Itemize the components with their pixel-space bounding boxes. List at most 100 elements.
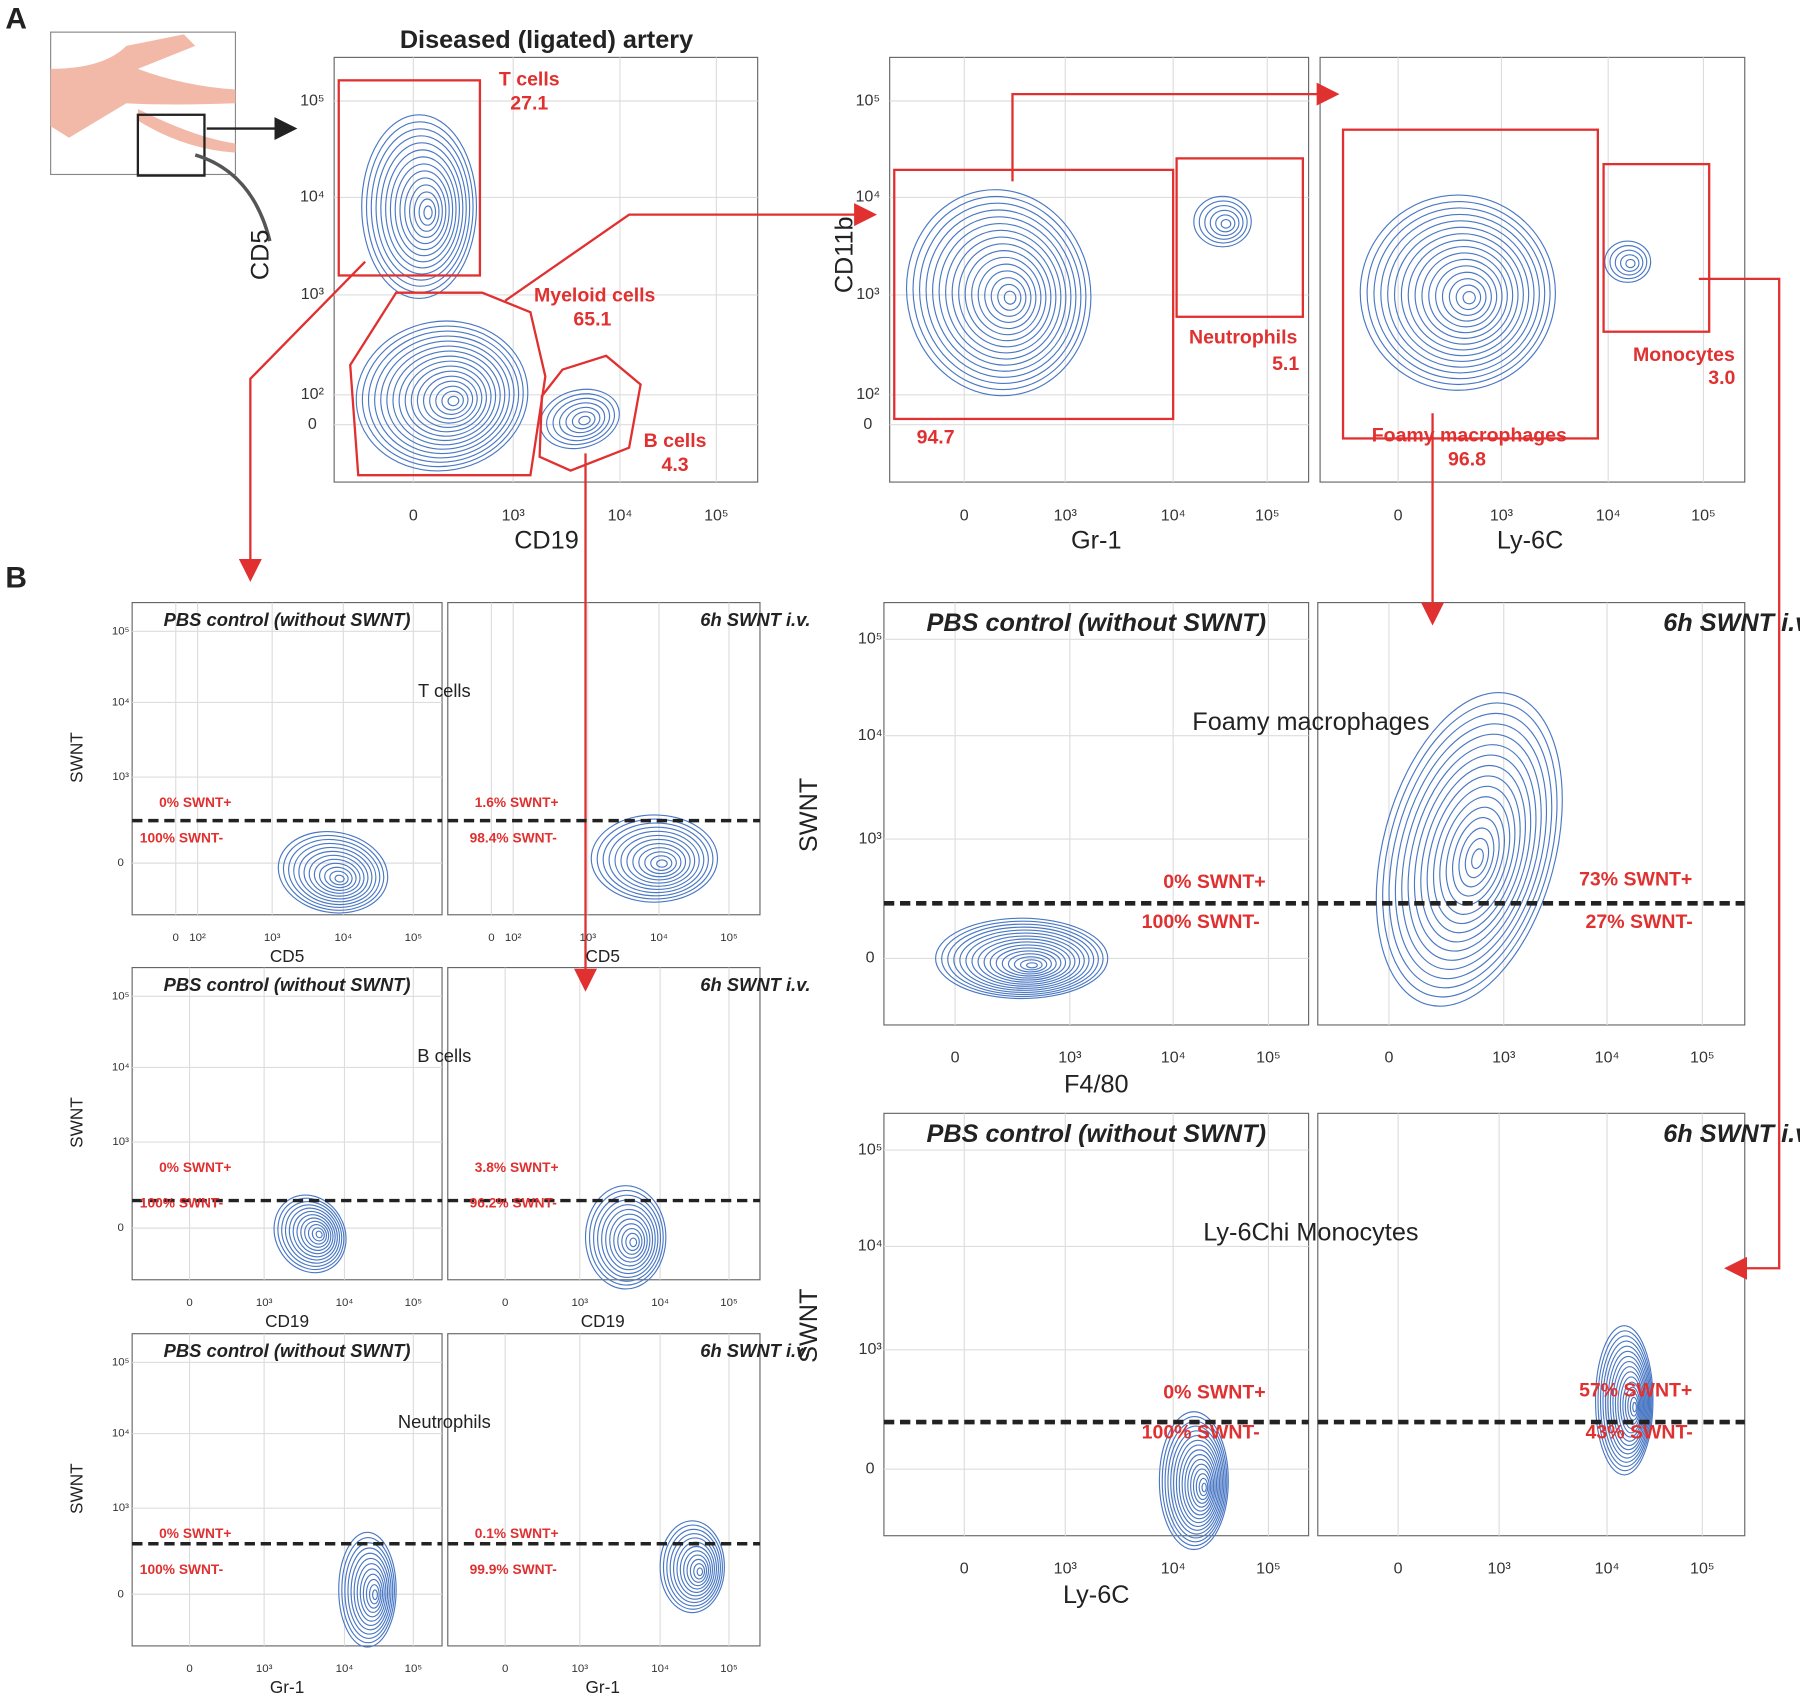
gate-label: 100% SWNT- [140, 831, 224, 846]
contour [1619, 1376, 1643, 1434]
contour [315, 1230, 323, 1239]
population-label: Neutrophils [398, 1411, 491, 1432]
contour [666, 1528, 721, 1607]
x-axis-label: Gr-1 [1071, 526, 1122, 554]
contour [404, 360, 492, 437]
contour [298, 846, 373, 903]
contour [693, 1563, 706, 1580]
contour [601, 1204, 656, 1275]
contour [977, 263, 1037, 330]
y-tick-label: 10⁴ [112, 1061, 130, 1073]
x-tick-label: 10⁵ [704, 507, 729, 525]
y-tick-label: 10³ [112, 1502, 129, 1514]
contour [1215, 214, 1236, 233]
contour [1407, 239, 1519, 351]
gate-label: 1.6% SWNT+ [475, 795, 559, 810]
contour [945, 229, 1062, 360]
contour [1195, 1473, 1210, 1501]
plot-header: 6h SWNT i.v. [1663, 609, 1800, 637]
contour [1198, 1477, 1209, 1497]
x-tick-label: 0 [488, 932, 494, 944]
contour [372, 1589, 378, 1601]
contour [273, 1194, 347, 1274]
contour [359, 1568, 385, 1618]
y-tick-label: 10³ [859, 1340, 883, 1358]
x-tick-label: 10⁵ [1256, 1559, 1281, 1577]
y-axis-label: SWNT [795, 1289, 823, 1363]
x-axis-label: Gr-1 [270, 1677, 304, 1697]
contour [971, 256, 1042, 336]
y-tick-label: 0 [117, 857, 123, 869]
contour [1198, 200, 1248, 244]
contour [347, 1547, 392, 1635]
plot-frame [889, 56, 1310, 483]
gate-label: 3.0 [1708, 367, 1735, 389]
gate-label: 57% SWNT+ [1579, 1379, 1692, 1401]
contour [1161, 1415, 1228, 1547]
contour [296, 1214, 334, 1255]
contour [995, 947, 1062, 979]
x-tick-label: 0 [186, 1297, 192, 1309]
plot-header: 6h SWNT i.v. [700, 1340, 810, 1361]
x-tick-label: 0 [1394, 507, 1403, 525]
inset-artery [50, 31, 298, 242]
contour [912, 195, 1087, 391]
contour [918, 202, 1082, 385]
x-tick-label: 10³ [1054, 1559, 1078, 1577]
gate-label: 65.1 [573, 308, 611, 330]
y-tick-label: 10³ [301, 285, 325, 303]
y-tick-label: 10⁵ [300, 91, 325, 109]
contour [1201, 1482, 1207, 1493]
gate-label: 4.3 [661, 454, 688, 476]
y-tick-label: 0 [117, 1588, 123, 1600]
contour [602, 822, 709, 897]
gate-label: Foamy macrophages [1372, 424, 1567, 446]
contour [1170, 1430, 1223, 1535]
contour [932, 216, 1072, 372]
x-axis-label: F4/80 [1064, 1070, 1129, 1098]
x-tick-label: 10⁴ [1161, 507, 1186, 525]
contour [1622, 1381, 1642, 1430]
contour [1609, 1355, 1647, 1451]
contour [625, 1232, 640, 1252]
gate [538, 354, 642, 472]
contour [307, 1224, 328, 1245]
plot-frame [333, 56, 759, 483]
x-tick-label: 10³ [1492, 1048, 1516, 1066]
x-tick-label: 10⁵ [720, 932, 738, 944]
contour [341, 1536, 395, 1644]
x-tick-label: 10³ [571, 1663, 588, 1675]
contour [584, 1185, 667, 1290]
contour [281, 1201, 343, 1267]
contour [608, 826, 705, 894]
contour [1007, 953, 1053, 975]
x-tick-label: 0 [1394, 1559, 1403, 1577]
y-tick-label: 0 [866, 949, 875, 967]
gate-label: 0.1% SWNT+ [475, 1526, 559, 1541]
gate-label: 73% SWNT+ [1579, 868, 1692, 890]
contour [1158, 1411, 1229, 1551]
contour [1401, 733, 1542, 971]
x-tick-label: 10² [189, 932, 206, 944]
x-tick-label: 0 [186, 1663, 192, 1675]
contour [964, 250, 1047, 342]
contour [590, 814, 719, 903]
y-axis-label: SWNT [795, 778, 823, 852]
y-tick-label: 10⁴ [112, 1428, 130, 1440]
panel-label: A [5, 3, 27, 36]
y-tick-label: 0 [117, 1222, 123, 1234]
contour [1462, 290, 1476, 305]
contour [632, 843, 687, 881]
contour [1445, 806, 1505, 906]
gate-label: 0% SWNT+ [159, 795, 231, 810]
y-tick-label: 10⁵ [856, 91, 881, 109]
plot-header: PBS control (without SWNT) [164, 1340, 411, 1361]
contour [1187, 1458, 1215, 1512]
contour [613, 1218, 648, 1263]
contour [1439, 796, 1511, 915]
contour [1599, 1335, 1652, 1468]
x-tick-label: 0 [173, 932, 179, 944]
contour [650, 855, 673, 871]
contour [1184, 1454, 1216, 1516]
